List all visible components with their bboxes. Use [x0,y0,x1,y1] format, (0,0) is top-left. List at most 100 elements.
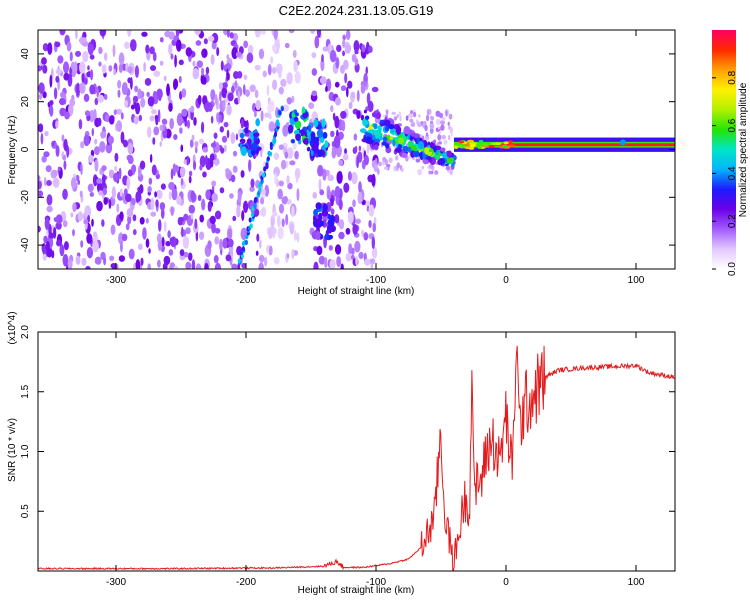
noise-cell [167,230,171,239]
snr-plot [38,345,675,571]
noise-cell [38,123,44,133]
noise-cell [210,54,215,65]
noise-cell [320,58,325,72]
noise-cell [53,87,58,100]
signal-blob [327,218,335,227]
streak-cell [237,258,241,264]
noise-cell [175,39,182,52]
noise-cell [275,178,280,188]
noise-cell [232,150,238,157]
ridge-cell [362,120,369,125]
noise-cell [270,100,275,111]
noise-cell [223,121,229,128]
noise-cell [329,50,337,63]
noise-cell [179,127,183,134]
noise-cell [55,75,60,83]
streak-cell [269,141,273,148]
streak-cell [263,166,267,172]
noise-cell [183,251,189,258]
noise-cell [336,256,342,268]
noise-cell [52,177,60,188]
noise-cell [220,60,224,71]
faint-cell [395,155,399,161]
noise-cell [146,126,152,138]
noise-cell [163,75,167,82]
noise-cell [173,133,178,141]
signal-blob [327,213,331,220]
noise-cell [318,255,326,265]
noise-cell [277,226,284,240]
noise-cell [121,233,128,242]
noise-cell [210,89,216,101]
faint-cell [383,166,389,170]
x-tick-label: 100 [628,577,645,588]
noise-cell [268,227,273,240]
ridge-cell [401,152,408,159]
noise-cell [120,112,124,120]
faint-cell [425,132,429,137]
noise-cell [343,59,349,70]
noise-cell [230,174,236,183]
y-tick-label: 2.0 [20,325,31,339]
noise-cell [237,90,241,104]
noise-cell [211,180,217,187]
streak-cell [261,172,266,178]
noise-cell [91,128,95,137]
streak-cell [251,206,255,212]
signal-blob [321,209,329,217]
noise-cell [85,265,91,269]
noise-cell [357,191,363,205]
noise-cell [207,201,212,212]
noise-cell [160,183,166,190]
noise-cell [162,123,166,131]
noise-cell [104,114,111,123]
noise-cell [264,184,270,197]
signal-blob [302,112,308,119]
noise-cell [113,109,117,116]
noise-cell [44,217,50,230]
noise-cell [220,147,225,154]
noise-cell [149,65,157,71]
noise-cell [278,144,285,150]
noise-cell [190,105,195,113]
noise-cell [62,61,70,74]
noise-cell [219,91,222,102]
noise-cell [93,231,97,238]
noise-cell [117,89,121,98]
noise-cell [146,91,150,97]
noise-cell [275,63,283,74]
noise-cell [120,131,125,144]
noise-cell [159,141,162,147]
faint-cell [381,160,386,166]
signal-blob [319,220,324,227]
noise-cell [361,229,365,237]
ridge-cell [412,150,420,158]
carrier-cell [453,145,459,149]
noise-cell [132,214,137,222]
noise-cell [76,82,81,96]
y-tick-label: 40 [20,48,31,60]
noise-cell [353,133,358,141]
noise-cell [166,83,170,97]
faint-cell [408,114,414,118]
noise-cell [188,170,193,177]
noise-cell [169,118,174,130]
noise-cell [195,263,202,269]
noise-cell [219,114,223,123]
noise-cell [317,164,324,177]
noise-cell [254,110,257,118]
noise-cell [243,200,249,213]
noise-cell [141,31,148,37]
faint-cell [448,113,453,120]
noise-cell [203,38,208,45]
streak-cell [249,223,253,229]
signal-blob [321,118,326,128]
signal-blob [302,137,310,145]
noise-cell [335,57,340,69]
noise-cell [118,63,123,73]
signal-blob [251,142,258,152]
ridge-cell [373,123,378,130]
noise-cell [338,231,345,240]
noise-cell [334,97,341,106]
ridge-cell [376,112,381,120]
